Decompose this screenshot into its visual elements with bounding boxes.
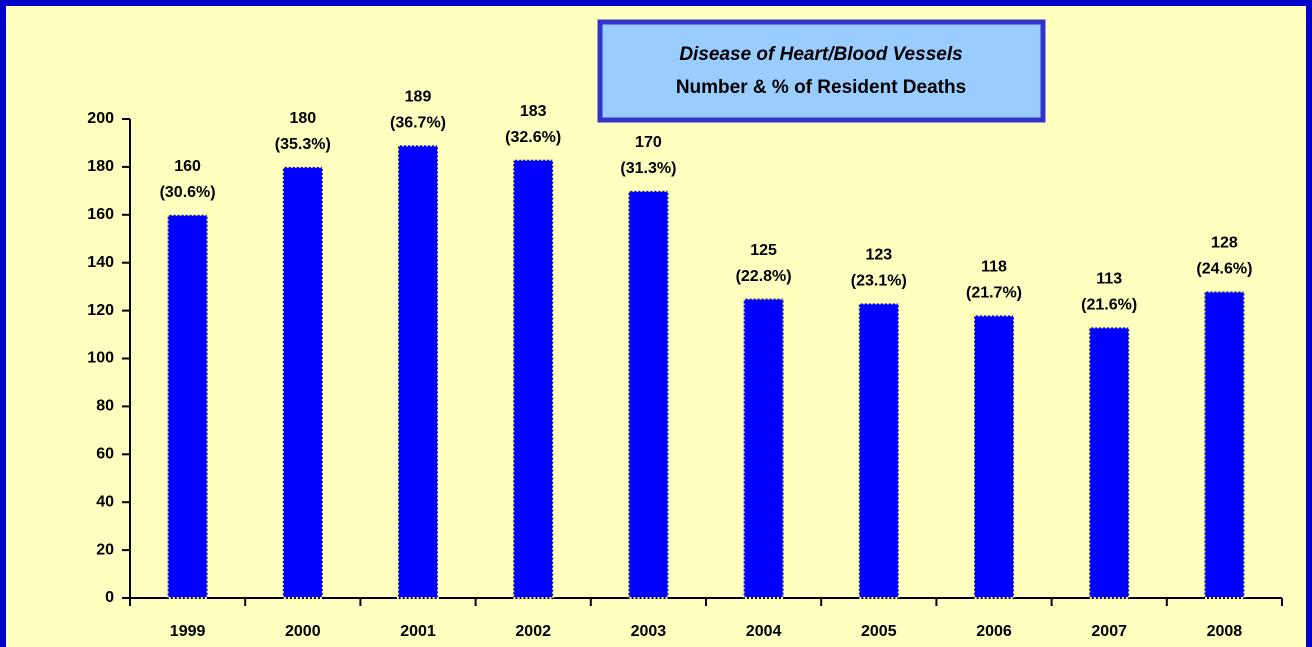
x-tick-label: 2002 [515,623,551,640]
value-label: 160 [174,158,201,175]
percent-label: (23.1%) [851,273,907,290]
value-label: 128 [1211,235,1238,252]
percent-label: (24.6%) [1196,261,1252,278]
value-label: 183 [520,103,547,120]
bar [512,158,555,599]
percent-label: (35.3%) [275,136,331,153]
y-tick-label: 140 [87,254,114,271]
percent-label: (30.6%) [160,184,216,201]
chart-title: Disease of Heart/Blood Vessels [679,44,962,65]
y-tick-label: 80 [96,398,114,415]
x-tick-label: 2005 [861,623,897,640]
y-tick-label: 180 [87,158,114,175]
percent-label: (21.6%) [1081,297,1137,314]
bar [397,144,439,599]
bar [281,165,324,599]
y-tick-label: 40 [96,493,114,510]
percent-label: (22.8%) [736,268,792,285]
y-tick-label: 20 [96,541,114,558]
percent-label: (21.7%) [966,285,1022,302]
y-tick-label: 120 [87,302,114,319]
x-tick-label: 2007 [1091,623,1127,640]
x-tick-label: 2001 [400,623,436,640]
x-tick-label: 2008 [1207,623,1243,640]
percent-label: (36.7%) [390,115,446,132]
y-tick-label: 60 [96,446,114,463]
x-tick-label: 2000 [285,623,321,640]
value-label: 180 [289,110,316,127]
y-tick-label: 200 [87,110,114,127]
bar [857,302,900,599]
x-tick-label: 2004 [746,623,782,640]
percent-label: (31.3%) [620,160,676,177]
bar [166,213,209,600]
x-tick-label: 1999 [170,623,206,640]
x-tick-label: 2006 [976,623,1012,640]
y-tick-label: 100 [87,350,114,367]
value-label: 113 [1096,271,1122,288]
percent-label: (32.6%) [505,129,561,146]
value-label: 123 [865,247,892,264]
bar [627,189,670,599]
chart-subtitle: Number & % of Resident Deaths [676,77,966,98]
value-label: 189 [405,89,432,106]
value-label: 118 [981,259,1007,276]
bar [973,314,1015,599]
bar [1203,290,1246,599]
value-label: 170 [635,134,662,151]
bar [1088,326,1131,599]
y-tick-label: 160 [87,206,114,223]
value-label: 125 [750,242,777,259]
x-tick-label: 2003 [631,623,667,640]
title-box [597,19,1046,123]
bar [742,297,785,599]
y-tick-label: 0 [105,589,114,606]
